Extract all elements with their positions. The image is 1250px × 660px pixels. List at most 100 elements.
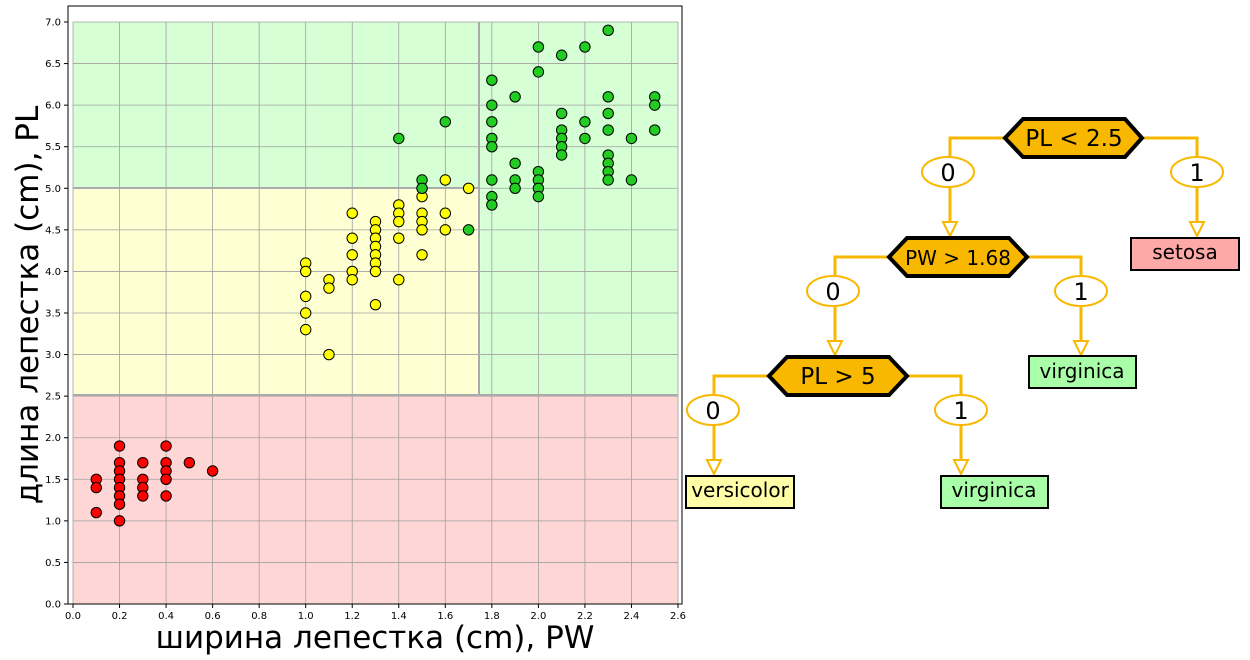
x-tick-label: 1.0 (298, 611, 314, 622)
leaf-versicolor-label: versicolor (691, 478, 789, 502)
data-point (393, 132, 405, 145)
data-point (509, 157, 521, 170)
data-point (532, 190, 545, 203)
data-point (299, 265, 312, 278)
data-point (486, 116, 498, 128)
leaf-virginica-lower (940, 475, 1049, 509)
data-point (113, 515, 126, 527)
x-tick-label: 1.6 (437, 611, 453, 622)
data-point (206, 465, 219, 477)
data-point (439, 224, 452, 236)
y-tick-label: 0.0 (45, 600, 61, 611)
data-point (323, 282, 335, 294)
data-point (579, 41, 591, 53)
data-point (137, 490, 149, 502)
data-point (323, 348, 335, 361)
data-point (90, 506, 102, 519)
y-tick-label: 1.5 (45, 475, 61, 486)
y-tick-label: 3.5 (45, 309, 61, 320)
data-point (439, 174, 452, 186)
leaf-virginica-upper-label: virginica (1040, 359, 1125, 383)
edge-label-pl5-right: 1 (953, 397, 968, 425)
arrowhead-pw-left (826, 340, 844, 358)
x-tick-label: 1.2 (344, 611, 360, 622)
y-tick-label: 6.0 (45, 101, 61, 112)
data-point (183, 456, 196, 469)
edge-label-bubble (1170, 156, 1224, 188)
data-point (649, 124, 661, 136)
data-point (346, 274, 358, 286)
data-point (439, 207, 452, 219)
y-tick-label: 2.5 (45, 392, 61, 403)
scatter-plot: 0.0 0.2 0.4 0.6 0.8 1.0 1.2 1.4 1.6 1.8 2.0 2.2 2.4 2… (10, 5, 686, 656)
edge-label-root-left: 0 (940, 159, 955, 187)
data-point (369, 265, 382, 278)
arrowhead-pl5-left (705, 459, 723, 477)
decision-region (480, 22, 678, 397)
x-axis-title: ширина лепестка (cm), PW (156, 620, 595, 656)
y-tick-label: 5.5 (45, 142, 61, 153)
data-point (113, 440, 126, 452)
data-point (299, 290, 312, 303)
data-point (393, 274, 405, 286)
edge-root-right (1142, 136, 1199, 230)
data-point (137, 456, 149, 469)
tree-edges (712, 136, 1199, 467)
arrowhead-pw-right (1072, 340, 1090, 358)
arrowhead-pl5-right (952, 459, 970, 477)
y-tick-label: 6.5 (45, 59, 61, 70)
x-tick-label: 1.4 (391, 611, 407, 622)
data-point (346, 207, 358, 219)
data-point (299, 323, 312, 336)
data-point (416, 182, 428, 194)
data-point (602, 24, 614, 37)
data-point (393, 215, 405, 228)
leaf-versicolor (685, 475, 795, 509)
edge-pw-left (833, 255, 889, 348)
data-point (113, 498, 126, 510)
data-points (90, 24, 661, 527)
data-point (439, 116, 452, 128)
y-tick-label: 0.5 (45, 558, 61, 569)
edge-label-bubble (806, 275, 860, 307)
data-point (462, 224, 475, 236)
y-tick-label: 2.0 (45, 433, 61, 444)
edge-label-bubble (934, 394, 988, 426)
data-point (462, 182, 475, 194)
decision-region (73, 188, 481, 397)
data-point (160, 440, 172, 452)
data-point (532, 41, 545, 53)
data-point (555, 107, 568, 120)
edge-label-bubble (1054, 275, 1108, 307)
node-pl5-label: PL > 5 (800, 364, 875, 390)
x-tick-label: 0.0 (65, 611, 81, 622)
data-point (486, 199, 498, 211)
data-point (346, 232, 358, 244)
data-point (416, 224, 428, 236)
x-tick-label: 0.6 (205, 611, 221, 622)
data-point (602, 124, 614, 136)
x-tick-label: 2.2 (577, 611, 593, 622)
node-root (1002, 117, 1145, 159)
data-point (393, 232, 405, 244)
data-point (369, 298, 382, 311)
y-tick-label: 3.0 (45, 350, 61, 361)
leaf-setosa (1130, 237, 1240, 271)
y-axis-title: длина лепестка (cm), PL (10, 105, 46, 504)
arrowhead-root-left (941, 221, 959, 239)
data-point (509, 182, 521, 194)
x-axis-ticks: 0.0 0.2 0.4 0.6 0.8 1.0 1.2 1.4 1.6 1.8 2.0 2.2 2.4 2… (65, 604, 686, 622)
leaf-virginica-upper (1028, 355, 1137, 389)
data-point (486, 174, 498, 186)
tree-arrowheads (705, 221, 1206, 477)
x-tick-label: 2.0 (530, 611, 546, 622)
data-point (579, 116, 591, 128)
y-tick-label: 4.5 (45, 225, 61, 236)
x-tick-label: 0.4 (158, 611, 174, 622)
decision-region (73, 396, 678, 604)
data-point (160, 473, 172, 485)
node-pw (886, 236, 1030, 278)
leaf-virginica-lower-label: virginica (952, 478, 1037, 502)
edge-pl5-right (907, 374, 963, 467)
edge-pw-right (1027, 255, 1083, 350)
